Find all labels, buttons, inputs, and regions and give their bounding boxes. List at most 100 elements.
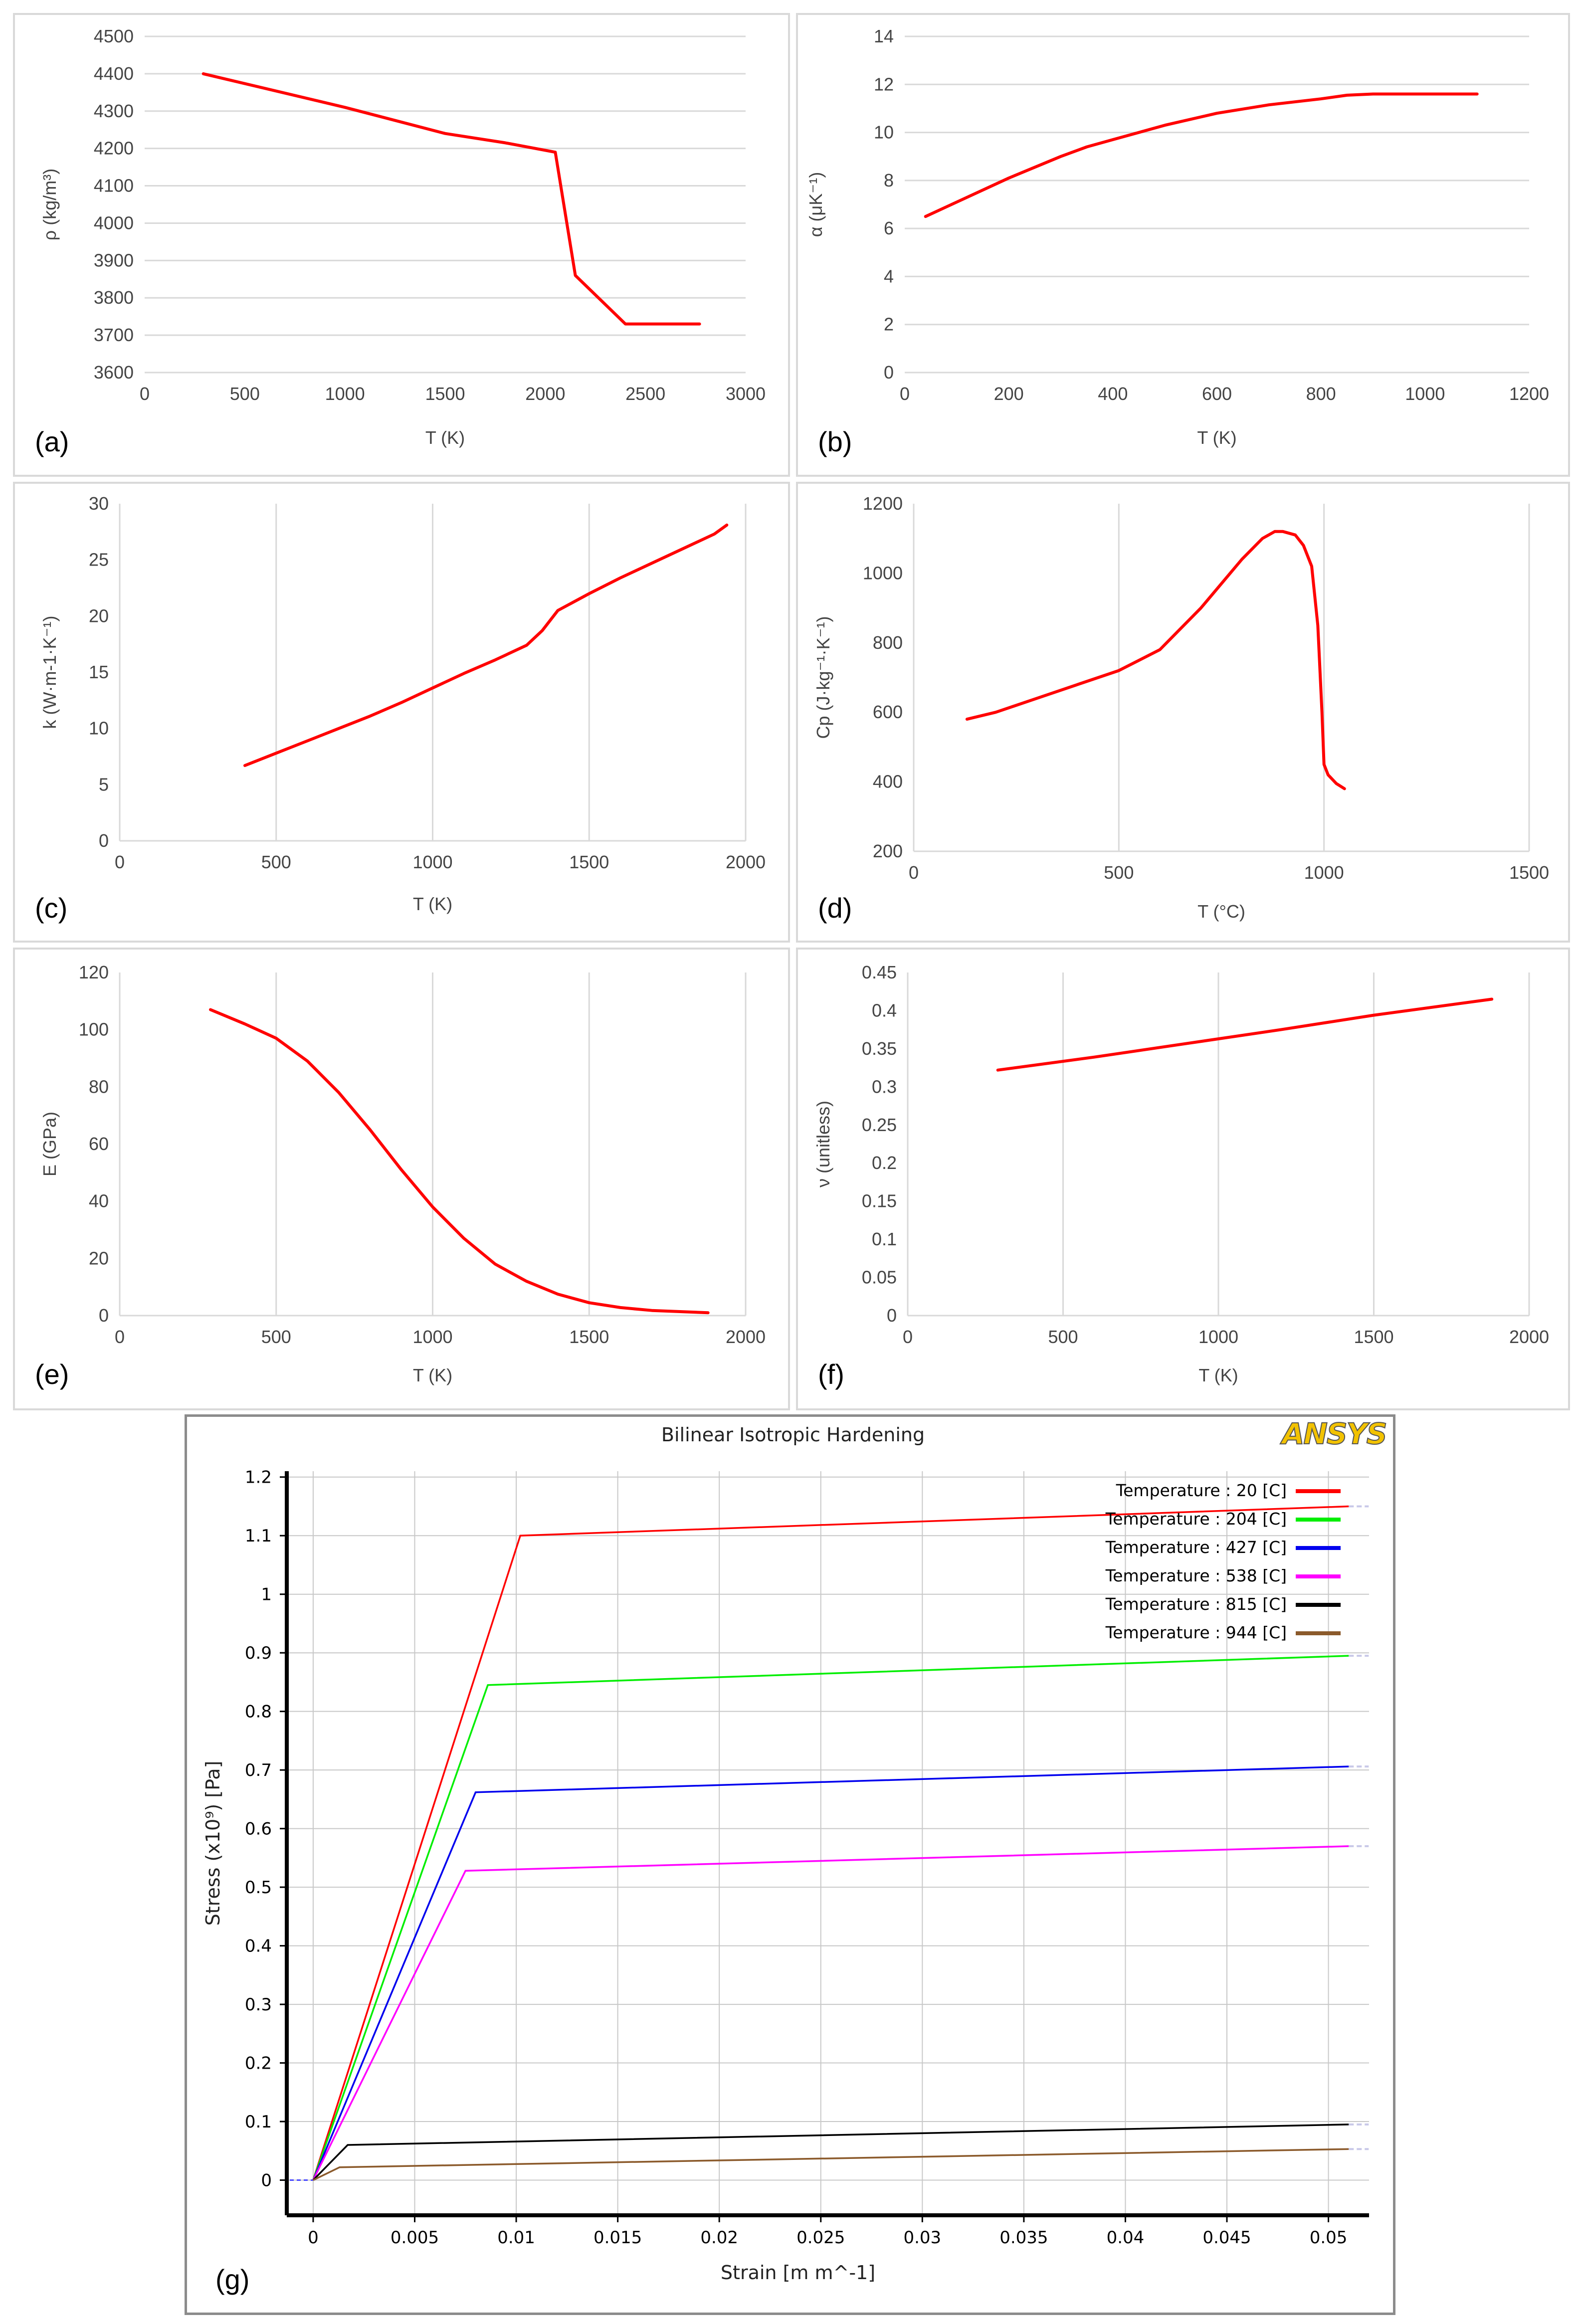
x-tick-label: 2000 <box>726 852 766 872</box>
series-line-e-0 <box>209 1008 710 1315</box>
series-line-4 <box>312 2124 1349 2181</box>
legend-entry-label: Temperature : 20 [C] <box>1116 1481 1287 1500</box>
x-tick-label: 1500 <box>425 384 465 404</box>
series-line-2 <box>312 1765 1349 2181</box>
x-tick-label: 600 <box>1202 384 1232 404</box>
x-tick-label: 2000 <box>1509 1327 1549 1347</box>
y-tick-label: 0.4 <box>245 1937 272 1956</box>
panel-e-frame <box>13 948 790 1410</box>
x-tick-label: 200 <box>994 384 1024 404</box>
y-tick-label: 40 <box>89 1191 109 1211</box>
x-tick-label: 400 <box>1098 384 1128 404</box>
y-tick-label: 0.1 <box>245 2112 272 2132</box>
y-tick-label: 30 <box>89 493 109 514</box>
series-line-c-0 <box>243 523 729 767</box>
y-tick-label: 120 <box>79 962 109 982</box>
x-tick-label: 0.04 <box>1107 2228 1145 2248</box>
y-tick-label: 0 <box>884 362 894 383</box>
x-axis-label: Strain [m m^-1] <box>721 2262 875 2284</box>
y-axis-label: Cp (J·kg⁻¹·K⁻¹) <box>813 616 833 739</box>
panel-label-b: (b) <box>818 426 852 457</box>
y-tick-label: 4100 <box>94 176 134 196</box>
x-tick-label: 1000 <box>1198 1327 1238 1347</box>
chart-c: 0 500 1000 1500 2000 0 5 10 15 20 25 30 T (K) k (W·m-… <box>35 493 766 924</box>
series-line-a-0 <box>201 72 701 326</box>
y-tick-label: 80 <box>89 1076 109 1097</box>
y-tick-label: 60 <box>89 1134 109 1154</box>
x-tick-label: 2000 <box>525 384 565 404</box>
chart-e: 0 500 1000 1500 2000 0 20 40 60 80 100 120 T (K) E (G… <box>35 962 766 1390</box>
panel-b-frame <box>796 13 1570 477</box>
y-tick-label: 0.2 <box>245 2054 272 2074</box>
x-tick-label: 0.03 <box>903 2228 941 2248</box>
panel-d-frame <box>796 482 1570 943</box>
x-axis-label: T (K) <box>1197 427 1236 448</box>
y-tick-label: 3800 <box>94 287 134 308</box>
y-tick-label: 0 <box>99 1305 109 1326</box>
chart-a: 0 500 1000 1500 2000 2500 3000 3600 3700 3800 3900… <box>35 26 766 457</box>
y-tick-label: 0.2 <box>872 1153 897 1173</box>
ansys-logo: ANSYS <box>1280 1416 1388 1451</box>
x-tick-label: 0 <box>308 2228 319 2248</box>
series-line-5 <box>313 2148 1349 2181</box>
x-tick-label: 1500 <box>1509 862 1549 883</box>
y-tick-label: 0.35 <box>862 1038 897 1059</box>
panel-g-frame <box>185 1414 1395 2315</box>
chart-b: 0 200 400 600 800 1000 1200 0 2 4 6 8 10 12 14 T (K) α (… <box>805 26 1549 457</box>
y-tick-label: 5 <box>99 774 109 794</box>
series-line-f-0 <box>996 997 1494 1072</box>
y-tick-label: 1000 <box>863 563 903 583</box>
y-tick-label: 1200 <box>863 493 903 514</box>
chart-g: Bilinear Isotropic Hardening ANSYS 0 0.005 0… <box>202 1416 1388 2295</box>
y-tick-label: 20 <box>89 605 109 626</box>
chart-title: Bilinear Isotropic Hardening <box>661 1424 925 1446</box>
series-line-d-0 <box>965 530 1346 790</box>
y-tick-label: 4400 <box>94 63 134 84</box>
y-tick-label: 4500 <box>94 26 134 46</box>
y-tick-label: 3700 <box>94 325 134 345</box>
y-tick-label: 3600 <box>94 362 134 383</box>
ansys-logo-bg <box>1284 1419 1384 1448</box>
x-tick-label: 1000 <box>412 852 452 872</box>
x-tick-label: 3000 <box>726 384 766 404</box>
y-axis-label: Stress (x10⁹) [Pa] <box>202 1761 224 1926</box>
y-tick-label: 0.1 <box>872 1229 897 1249</box>
series-line-0 <box>312 1505 1349 2181</box>
y-tick-label: 4200 <box>94 138 134 159</box>
y-axis-label: α (μK⁻¹) <box>805 172 826 237</box>
y-tick-label: 400 <box>873 772 903 792</box>
x-tick-label: 0.005 <box>391 2228 439 2248</box>
legend-entry-label: Temperature : 538 [C] <box>1105 1566 1287 1585</box>
panel-f-frame <box>796 948 1570 1410</box>
x-tick-label: 1000 <box>1304 862 1344 883</box>
y-tick-label: 0.05 <box>862 1267 897 1288</box>
x-axis-label: T (K) <box>413 894 452 914</box>
y-tick-label: 4 <box>884 266 894 286</box>
x-tick-label: 0 <box>115 1327 125 1347</box>
x-tick-label: 1000 <box>412 1327 452 1347</box>
x-tick-label: 1200 <box>1509 384 1549 404</box>
x-tick-label: 2000 <box>726 1327 766 1347</box>
x-tick-label: 0.035 <box>999 2228 1048 2248</box>
y-tick-label: 0.3 <box>245 1995 272 2015</box>
y-tick-label: 6 <box>884 218 894 238</box>
x-tick-label: 0.045 <box>1202 2228 1251 2248</box>
y-axis-label: E (GPa) <box>39 1112 60 1176</box>
y-tick-label: 0.4 <box>872 1000 897 1020</box>
x-axis-label: T (°C) <box>1197 901 1245 922</box>
x-tick-label: 1500 <box>569 852 609 872</box>
x-tick-label: 0.02 <box>700 2228 738 2248</box>
y-tick-label: 20 <box>89 1248 109 1268</box>
y-tick-label: 14 <box>874 26 894 46</box>
x-tick-label: 500 <box>230 384 260 404</box>
y-tick-label: 0.9 <box>245 1643 272 1663</box>
series-line-3 <box>312 1845 1349 2181</box>
y-tick-label: 1.2 <box>245 1468 272 1488</box>
y-tick-label: 0 <box>887 1305 897 1326</box>
x-tick-label: 0 <box>909 862 919 883</box>
x-tick-label: 0.05 <box>1310 2228 1348 2248</box>
y-tick-label: 25 <box>89 550 109 570</box>
x-axis-label: T (K) <box>413 1365 452 1385</box>
